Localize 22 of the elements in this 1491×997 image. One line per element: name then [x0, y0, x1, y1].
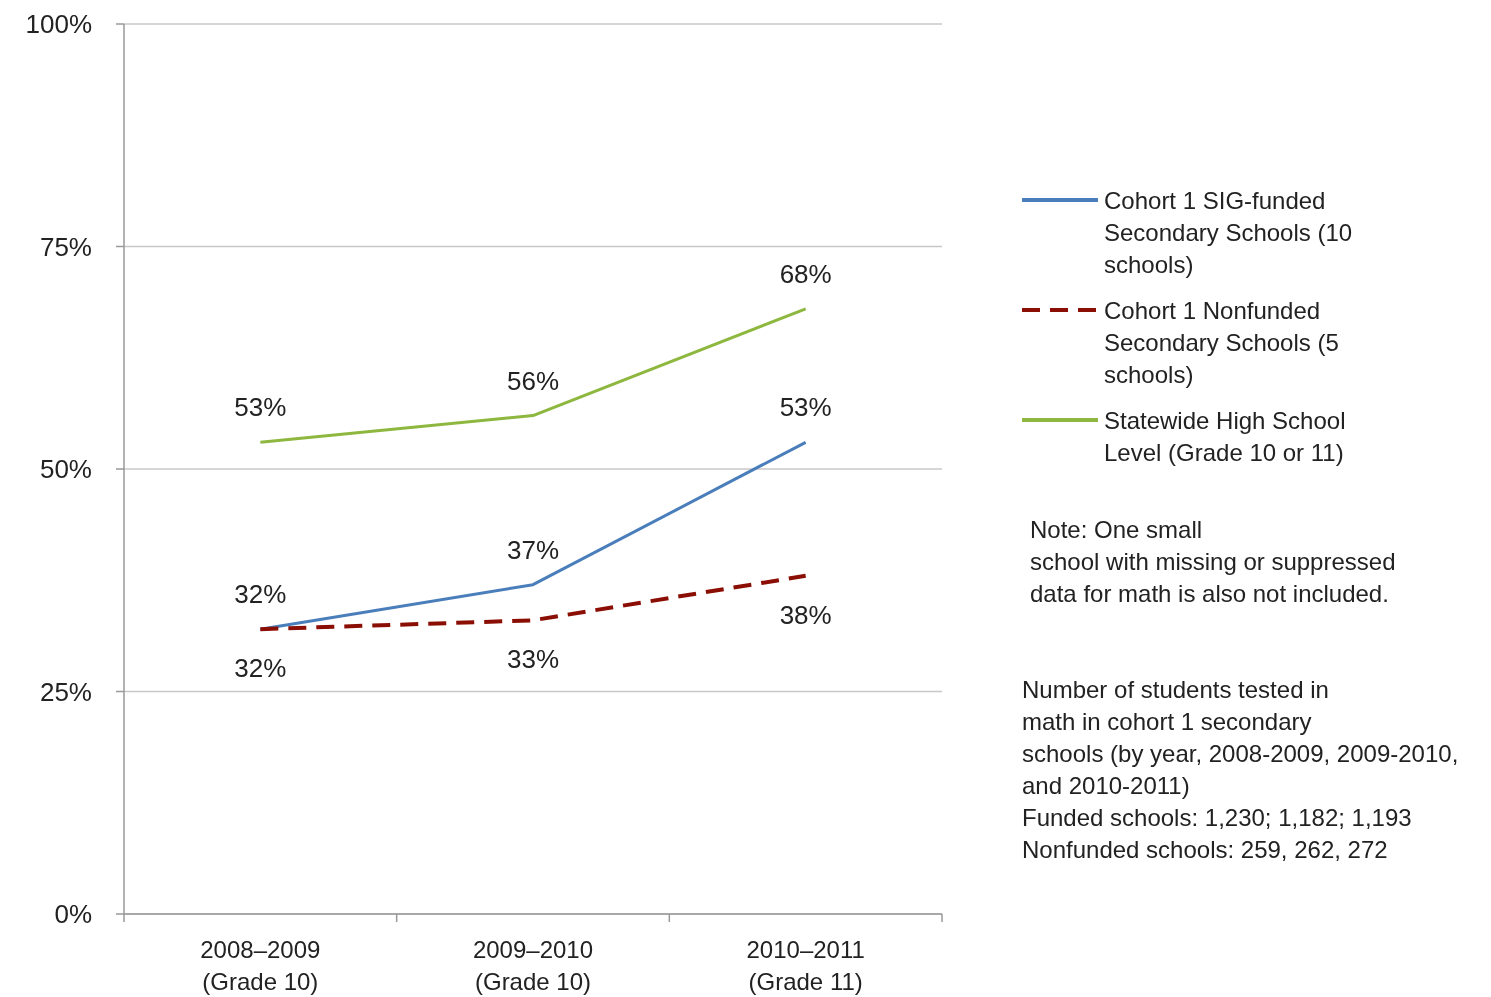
data-label: 53%	[234, 392, 287, 423]
data-label: 68%	[779, 258, 832, 289]
y-tick-label: 25%	[39, 676, 92, 707]
text: Number of students tested in math in cohort 1 secondary schools (by year, 2008-2009, 2009-2010, and 2010-2011) Funded schools: 1,230; 1,182; 1,193 Nonfunded schools: 259, 262, 272	[1022, 676, 1459, 863]
data-label: 32%	[234, 579, 287, 610]
legend-label: Cohort 1 SIG-funded Secondary Schools (10 schools)	[1104, 187, 1353, 278]
legend-label: Statewide High School Level (Grade 10 or 11)	[1104, 407, 1346, 466]
legend-label: Cohort 1 Nonfunded Secondary Schools (5 schools)	[1104, 297, 1339, 388]
data-label: 38%	[779, 599, 832, 630]
data-label: 37%	[506, 534, 560, 565]
data-label: 56%	[506, 365, 560, 396]
y-tick-label: 100%	[25, 9, 92, 39]
y-tick-label: 75%	[39, 231, 92, 262]
data-label: 33%	[506, 644, 560, 675]
x-tick-label: 2010–2011 (Grade 11)	[746, 936, 865, 995]
x-tick-label: 2009–2010 (Grade 10)	[472, 936, 594, 995]
data-label: 32%	[234, 653, 287, 684]
x-tick-label: 2008–2009 (Grade 10)	[200, 936, 321, 995]
y-tick-label: 50%	[39, 454, 92, 484]
data-label: 53%	[779, 392, 832, 423]
text: Note: One small school with missing or suppressed data for math is also not included.	[1030, 516, 1396, 607]
y-tick-label: 0%	[54, 899, 92, 929]
